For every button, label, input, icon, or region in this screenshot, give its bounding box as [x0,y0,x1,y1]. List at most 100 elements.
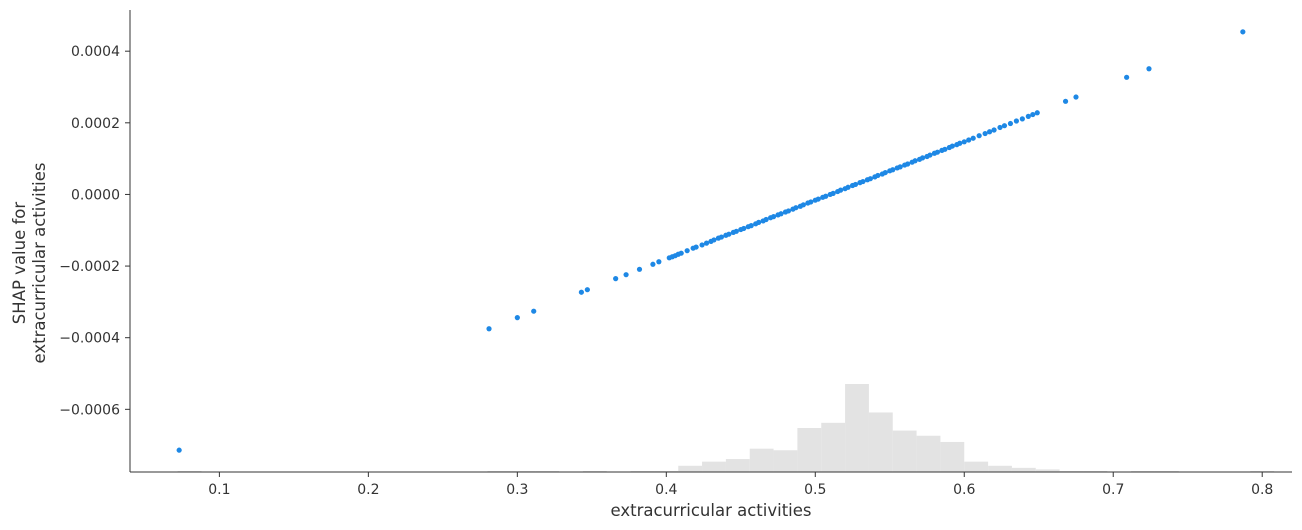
y-axis-ticks: 0.0004 0.0002 0.0000 −0.0002 −0.0004 −0.0006 [59,44,130,418]
data-point [613,276,619,282]
data-point [711,237,717,243]
data-point [890,167,896,173]
histogram-bar [797,428,822,472]
data-point [875,172,881,179]
histogram-bar [749,448,774,472]
data-point [1007,120,1014,127]
x-axis-title: extracurricular activities [610,501,811,520]
data-point [800,202,806,208]
data-point [982,130,988,137]
data-point [1025,113,1031,119]
data-point [912,158,918,164]
data-point [808,199,814,205]
data-point [991,127,997,133]
data-point [1124,74,1130,80]
data-point [966,137,972,143]
data-point [1034,110,1040,116]
data-point [578,289,584,295]
data-point [756,219,762,225]
x-tick-label: 0.6 [953,482,975,498]
x-tick-label: 0.5 [804,482,826,498]
x-tick-label: 0.2 [357,482,379,498]
x-tick-label: 0.8 [1251,482,1273,498]
histogram-bar [940,441,965,472]
x-tick-label: 0.4 [655,482,677,498]
data-point [785,208,792,214]
data-point [882,169,888,176]
data-point [726,231,732,237]
data-point [636,266,643,272]
data-point [486,326,492,332]
y-tick-label: 0.0002 [71,116,120,132]
data-point [1013,118,1019,124]
data-point [793,205,799,211]
data-point [703,240,710,246]
data-point [176,447,182,453]
data-point [919,155,926,161]
data-point [778,211,784,217]
data-point [905,161,911,167]
data-point [942,146,948,152]
data-point [961,139,967,145]
data-point [997,124,1003,131]
data-point [718,234,725,240]
data-point [623,272,629,278]
data-point [650,261,656,267]
data-point [733,228,739,234]
data-point [531,308,537,314]
data-point [678,250,684,256]
data-point [584,287,590,293]
histogram-bar [988,465,1012,472]
data-point [1240,29,1246,35]
y-tick-label: 0.0000 [71,187,120,203]
histogram-bar [702,461,726,472]
y-axis-title-line: SHAP value for [10,202,29,325]
data-point [763,216,769,223]
data-point [897,164,903,170]
data-point [741,225,747,232]
x-tick-label: 0.3 [506,482,528,498]
histogram-bar [845,384,869,472]
data-point [986,129,993,135]
data-point [1001,123,1008,129]
data-point [823,193,829,199]
data-point [949,143,955,149]
x-tick-label: 0.7 [1102,482,1124,498]
data-point [1146,66,1152,72]
data-point [815,196,821,202]
data-point [860,178,866,185]
histogram-bar [868,412,893,472]
data-point [1073,94,1079,100]
data-point [838,187,844,193]
data-point [970,135,976,141]
data-point [927,152,933,158]
histogram-bar [821,422,846,472]
data-point [976,133,982,139]
y-tick-label: −0.0006 [59,402,120,418]
y-axis-title: SHAP value forextracurricular activities [10,162,49,363]
data-point [1062,98,1069,104]
data-point [514,315,520,321]
feature-histogram [177,384,1275,472]
histogram-bar [964,461,989,472]
histogram-bar [773,450,798,472]
y-tick-label: −0.0002 [59,259,120,275]
data-point [830,190,836,196]
y-axis-title-line: extracurricular activities [30,162,49,363]
histogram-bar [916,435,941,472]
data-point [934,149,941,155]
histogram-bar [725,459,750,472]
data-point [770,214,777,220]
x-tick-label: 0.1 [208,482,230,498]
data-point [684,248,690,254]
data-point [1030,111,1036,118]
data-point [867,176,874,182]
data-point [699,242,705,248]
data-point [1019,116,1025,122]
histogram-bar [892,430,917,472]
histogram-bar [1035,469,1060,472]
histogram-bar [1011,467,1036,472]
data-point [957,140,963,146]
shap-scatter-points [176,29,1246,453]
